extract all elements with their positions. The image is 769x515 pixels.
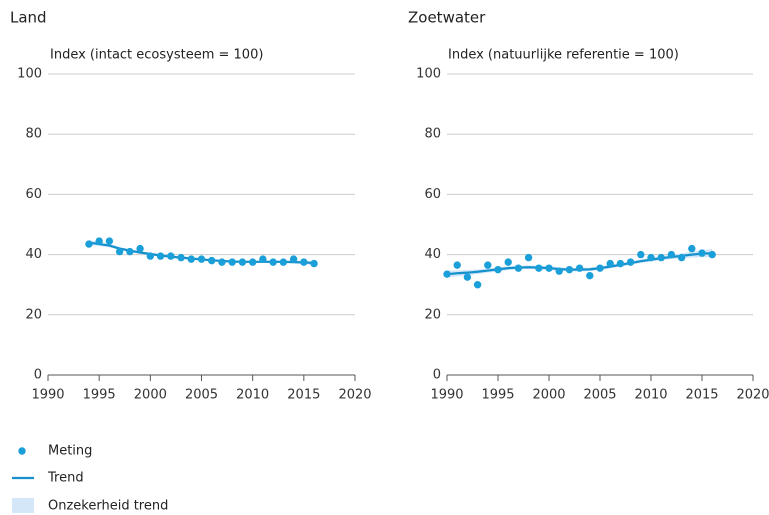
- point: [494, 265, 502, 274]
- point: [197, 255, 206, 263]
- point: [136, 244, 144, 253]
- point: [708, 250, 716, 259]
- y-tick-label: 100: [17, 67, 42, 82]
- point: [555, 267, 563, 275]
- point: [85, 240, 93, 248]
- point: [269, 258, 277, 266]
- point: [484, 261, 492, 269]
- y-tick-label: 40: [25, 247, 42, 262]
- y-tick-label: 0: [433, 368, 441, 383]
- point: [637, 250, 645, 259]
- point: [616, 259, 625, 268]
- point: [688, 244, 696, 253]
- point: [218, 258, 226, 266]
- y-axis-label: Index (intact ecosysteem = 100): [50, 48, 263, 63]
- legend-marker: [18, 447, 26, 455]
- point: [443, 270, 451, 278]
- point: [524, 253, 533, 262]
- point: [228, 258, 236, 266]
- point: [463, 273, 472, 281]
- x-tick-label: 2020: [338, 388, 371, 403]
- y-tick-label: 80: [25, 127, 42, 142]
- x-tick-label: 1995: [481, 388, 514, 403]
- y-tick-label: 20: [25, 307, 42, 322]
- point: [596, 264, 604, 272]
- point: [545, 264, 553, 272]
- point: [310, 259, 318, 268]
- point: [167, 252, 175, 260]
- point: [208, 256, 216, 265]
- x-tick-label: 1990: [31, 388, 64, 403]
- point: [698, 249, 706, 257]
- point: [647, 253, 655, 262]
- y-tick-label: 20: [424, 307, 441, 322]
- x-tick-label: 2005: [185, 388, 218, 403]
- point: [289, 255, 298, 263]
- point: [95, 237, 103, 245]
- x-tick-label: 1995: [83, 388, 116, 403]
- point: [657, 253, 665, 262]
- panel-title: Zoetwater: [408, 9, 486, 27]
- point: [586, 271, 594, 280]
- point: [248, 258, 257, 266]
- point: [177, 253, 185, 262]
- x-tick-label: 1990: [430, 388, 463, 403]
- point: [514, 264, 523, 272]
- x-tick-label: 2015: [287, 388, 320, 403]
- legend-label: Onzekerheid trend: [48, 499, 168, 514]
- y-tick-label: 80: [424, 127, 441, 142]
- y-tick-label: 0: [34, 368, 42, 383]
- point: [677, 253, 686, 262]
- y-tick-label: 60: [424, 187, 441, 202]
- point: [565, 265, 574, 274]
- point: [146, 252, 155, 260]
- point: [238, 258, 247, 266]
- point: [606, 259, 614, 268]
- point: [473, 281, 482, 289]
- point: [575, 264, 584, 272]
- point: [105, 237, 114, 245]
- point: [453, 261, 461, 269]
- legend-label: Meting: [48, 444, 92, 459]
- x-tick-label: 2010: [634, 388, 667, 403]
- point: [667, 250, 676, 259]
- x-tick-label: 2005: [583, 388, 616, 403]
- point: [115, 247, 124, 256]
- point: [626, 258, 635, 266]
- y-axis-label: Index (natuurlijke referentie = 100): [448, 48, 679, 63]
- x-tick-label: 2020: [736, 388, 769, 403]
- y-tick-label: 100: [416, 67, 441, 82]
- y-tick-label: 60: [25, 187, 42, 202]
- point: [259, 255, 267, 263]
- point: [504, 258, 512, 266]
- legend-marker: [12, 498, 34, 513]
- point: [279, 258, 288, 266]
- x-tick-label: 2000: [134, 388, 167, 403]
- x-tick-label: 2015: [685, 388, 718, 403]
- y-tick-label: 40: [424, 247, 441, 262]
- point: [126, 247, 134, 256]
- point: [300, 258, 308, 266]
- x-tick-label: 2000: [532, 388, 565, 403]
- x-tick-label: 2010: [236, 388, 269, 403]
- panel-title: Land: [10, 9, 47, 27]
- point: [535, 264, 543, 272]
- legend-label: Trend: [47, 471, 84, 486]
- point: [187, 255, 195, 263]
- point: [156, 252, 165, 260]
